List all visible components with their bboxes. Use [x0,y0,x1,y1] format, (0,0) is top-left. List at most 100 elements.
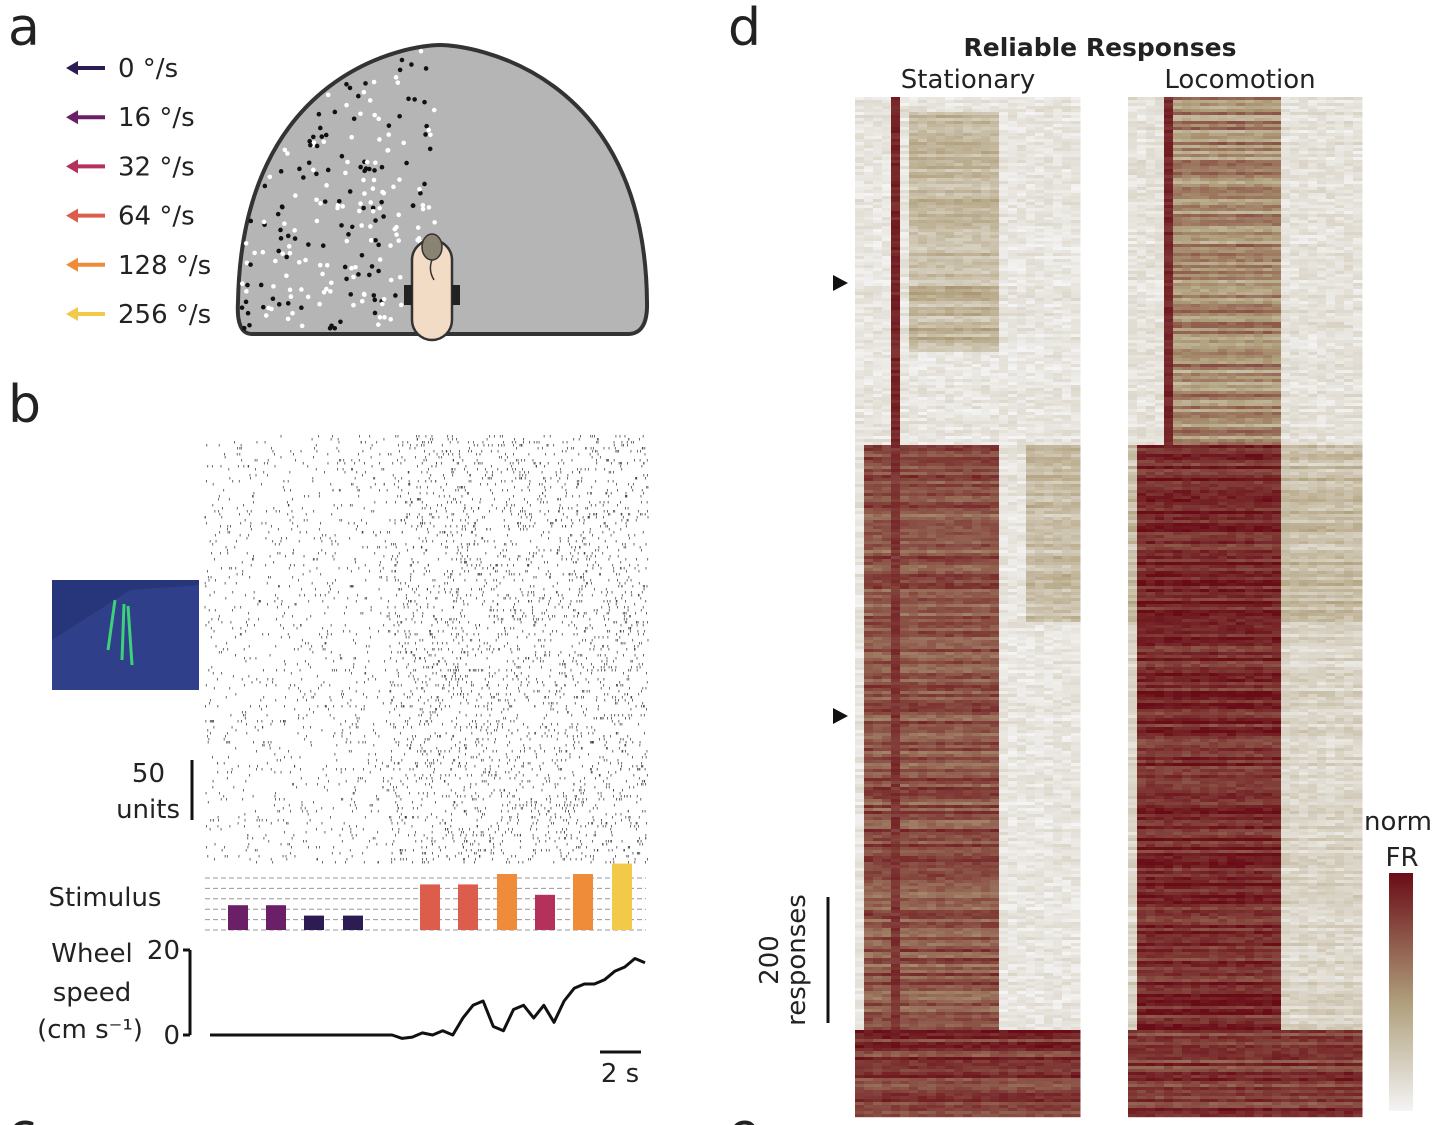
heat-cell [981,115,991,118]
axis-label: Wheel [51,939,132,969]
heat-cell [1035,133,1045,136]
heat-cell [981,100,991,103]
heat-cell [1062,115,1072,118]
heat-cell [972,166,982,169]
heat-cell [864,178,874,181]
heat-cell [927,148,937,151]
dot [263,184,268,189]
heat-cell [909,121,919,124]
dot [240,281,245,286]
heat-cell [1017,118,1027,121]
heat-cell [1026,163,1036,166]
dot [297,260,302,265]
heat-cell [882,100,892,103]
heat-cell [963,172,973,175]
heat-cell [945,169,955,172]
heat-cell [1026,112,1036,115]
heat-cell [990,166,1000,169]
heat-cell [855,166,865,169]
heat-cell [927,163,937,166]
dot [318,126,323,131]
heat-cell [864,100,874,103]
heat-cell [1035,103,1045,106]
heat-cell [873,172,883,175]
dot [382,315,387,320]
heat-cell [900,100,910,103]
heat-cell [972,103,982,106]
heat-cell [990,169,1000,172]
heat-cell [918,103,928,106]
heat-cell [864,127,874,130]
dot [356,94,361,99]
heat-cell [1071,175,1081,178]
heat-cell [936,175,946,178]
heat-cell [936,97,946,100]
dot [371,209,376,214]
heat-cell [990,103,1000,106]
heat-cell [1035,124,1045,127]
heat-cell [927,130,937,133]
heat-cell [882,163,892,166]
heat-cell [909,163,919,166]
heat-cell [954,115,964,118]
heat-cell [1053,172,1063,175]
heat-cell [954,160,964,163]
heat-cell [972,145,982,148]
heat-cell [1071,106,1081,109]
heat-cell [1035,145,1045,148]
heat-cell [954,112,964,115]
heat-cell [963,154,973,157]
heat-cell [855,115,865,118]
heat-cell [891,151,901,154]
heat-cell [936,151,946,154]
dot [361,178,366,183]
heat-cell [891,133,901,136]
heat-cell [927,160,937,163]
dot [271,284,276,289]
heat-cell [1071,103,1081,106]
dot [426,128,431,133]
heat-cell [999,145,1009,148]
heat-cell [873,139,883,142]
heat-cell [1071,163,1081,166]
heat-cell [1008,142,1018,145]
heat-cell [873,169,883,172]
dot [369,238,374,243]
heat-cell [1071,169,1081,172]
heat-cell [882,124,892,127]
heat-cell [900,157,910,160]
heat-cell [1053,166,1063,169]
heat-cell [882,115,892,118]
heat-cell [990,124,1000,127]
dot [376,322,381,327]
heat-cell [927,169,937,172]
heat-cell [891,145,901,148]
heat-cell [855,112,865,115]
dot [432,220,437,225]
heat-cell [1071,121,1081,124]
heat-cell [945,154,955,157]
dot [307,160,312,165]
heat-cell [918,136,928,139]
heat-cell [972,175,982,178]
heat-cell [1026,139,1036,142]
heat-cell [999,151,1009,154]
dot [365,160,370,165]
heat-cell [1044,103,1054,106]
dot [245,283,250,288]
dot [318,201,323,206]
heat-cell [1008,139,1018,142]
dot [362,292,367,297]
heat-cell [1071,97,1081,100]
heat-cell [1035,148,1045,151]
heat-cell [918,133,928,136]
heat-cell [891,163,901,166]
dot [422,100,427,105]
heat-cell [1026,142,1036,145]
heat-cell [927,145,937,148]
heat-cell [1008,127,1018,130]
dot [337,199,342,204]
heat-cell [909,142,919,145]
heat-cell [954,172,964,175]
heat-cell [972,139,982,142]
